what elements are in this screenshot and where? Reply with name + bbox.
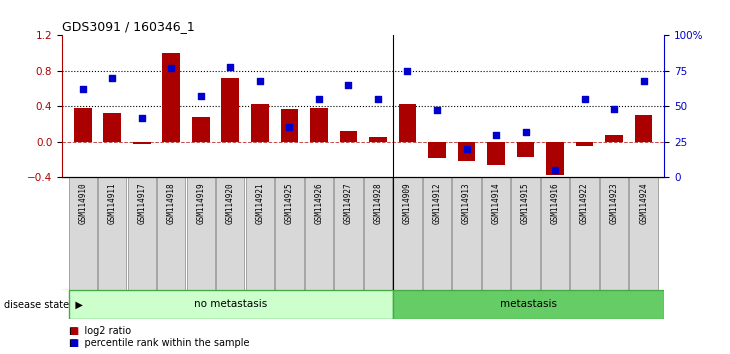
Text: GSM114925: GSM114925	[285, 183, 294, 224]
Point	[342, 82, 354, 88]
Bar	[275, 177, 304, 290]
Point	[283, 125, 295, 130]
Point	[579, 96, 591, 102]
Bar	[280, 109, 299, 142]
Bar	[517, 142, 534, 156]
Text: ■  log2 ratio: ■ log2 ratio	[69, 326, 131, 336]
Point	[77, 86, 88, 92]
Bar	[163, 53, 180, 142]
Bar	[192, 117, 210, 142]
Point	[313, 96, 325, 102]
Bar	[216, 177, 245, 290]
Text: no metastasis: no metastasis	[194, 299, 267, 309]
Point	[549, 167, 561, 173]
Point	[490, 132, 502, 137]
Text: GSM114916: GSM114916	[550, 183, 560, 224]
Point	[372, 96, 384, 102]
Bar	[546, 142, 564, 175]
Bar	[635, 115, 653, 142]
Text: GSM114915: GSM114915	[521, 183, 530, 224]
Bar	[399, 103, 416, 142]
Bar	[69, 177, 97, 290]
Bar	[487, 142, 505, 166]
Bar	[600, 177, 629, 290]
Text: GSM114920: GSM114920	[226, 183, 235, 224]
Bar	[251, 104, 269, 142]
Bar	[605, 135, 623, 142]
Bar	[482, 177, 510, 290]
Text: metastasis: metastasis	[500, 299, 557, 309]
Text: GSM114917: GSM114917	[137, 183, 146, 224]
Bar	[69, 290, 393, 319]
Bar	[221, 78, 239, 142]
Text: GSM114918: GSM114918	[166, 183, 176, 224]
Bar	[393, 177, 422, 290]
Bar	[157, 177, 185, 290]
Bar	[570, 177, 599, 290]
Bar	[133, 142, 150, 144]
Bar	[98, 177, 126, 290]
Bar	[512, 177, 539, 290]
Bar	[393, 290, 664, 319]
Bar	[310, 108, 328, 142]
Point	[166, 65, 177, 71]
Text: ■: ■	[69, 326, 79, 336]
Text: ■: ■	[69, 338, 79, 348]
Text: GSM114922: GSM114922	[580, 183, 589, 224]
Point	[638, 78, 650, 84]
Text: GSM114924: GSM114924	[639, 183, 648, 224]
Bar	[187, 177, 215, 290]
Point	[608, 106, 620, 112]
Text: GSM114928: GSM114928	[374, 183, 383, 224]
Bar	[423, 177, 451, 290]
Text: GSM114912: GSM114912	[432, 183, 442, 224]
Bar	[74, 108, 91, 142]
Text: GSM114909: GSM114909	[403, 183, 412, 224]
Bar	[104, 113, 121, 142]
Bar	[629, 177, 658, 290]
Bar	[428, 142, 446, 158]
Bar	[541, 177, 569, 290]
Text: GSM114913: GSM114913	[462, 183, 471, 224]
Bar	[128, 177, 156, 290]
Text: GDS3091 / 160346_1: GDS3091 / 160346_1	[62, 20, 195, 33]
Text: GSM114921: GSM114921	[255, 183, 264, 224]
Bar	[576, 142, 593, 146]
Point	[402, 68, 413, 74]
Bar	[364, 177, 392, 290]
Text: GSM114927: GSM114927	[344, 183, 353, 224]
Bar	[369, 137, 387, 142]
Text: GSM114926: GSM114926	[315, 183, 323, 224]
Point	[431, 108, 443, 113]
Text: GSM114923: GSM114923	[610, 183, 618, 224]
Bar	[334, 177, 363, 290]
Point	[461, 146, 472, 152]
Text: ■  percentile rank within the sample: ■ percentile rank within the sample	[69, 338, 250, 348]
Bar	[246, 177, 274, 290]
Bar	[304, 177, 333, 290]
Point	[107, 75, 118, 81]
Text: GSM114919: GSM114919	[196, 183, 205, 224]
Bar	[453, 177, 480, 290]
Point	[195, 93, 207, 99]
Text: GSM114910: GSM114910	[78, 183, 87, 224]
Point	[225, 64, 237, 69]
Text: disease state  ▶: disease state ▶	[4, 299, 82, 309]
Bar	[339, 131, 357, 142]
Bar	[458, 142, 475, 161]
Point	[254, 78, 266, 84]
Text: GSM114914: GSM114914	[491, 183, 501, 224]
Point	[136, 115, 147, 120]
Text: GSM114911: GSM114911	[108, 183, 117, 224]
Point	[520, 129, 531, 135]
